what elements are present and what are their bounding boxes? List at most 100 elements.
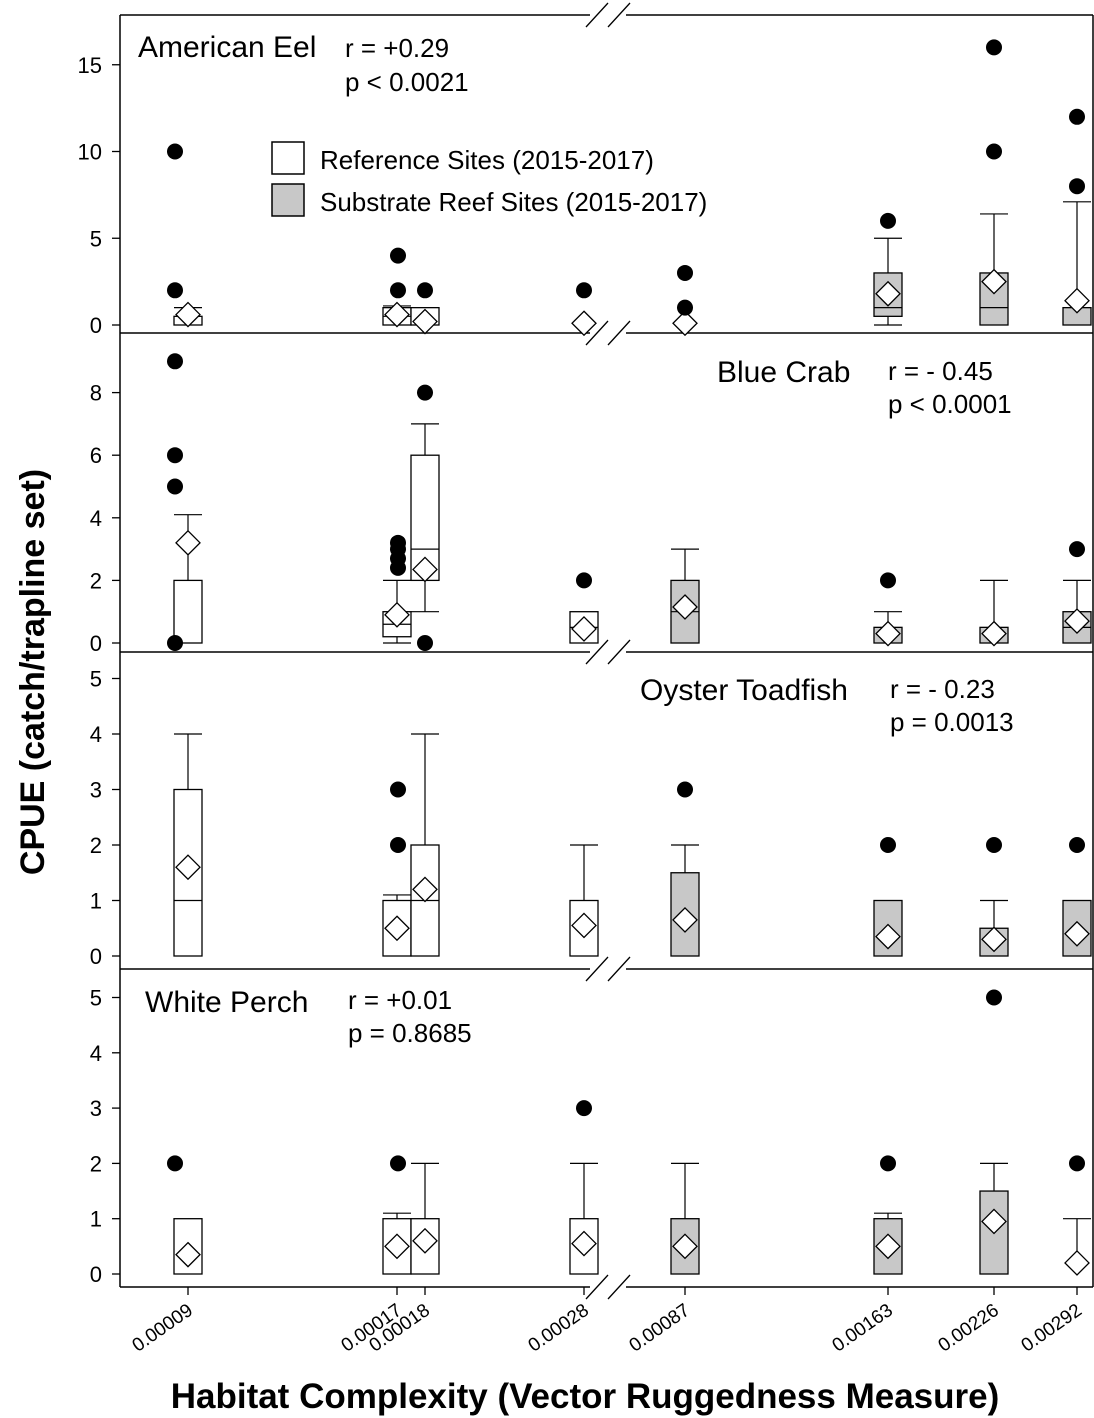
outlier-american-eel-0.00017-1 (390, 247, 406, 264)
outlier-white-perch-0.00292-0 (1069, 1155, 1085, 1172)
axis-break-american-eel-right (607, 320, 631, 346)
x-tick-label-0.00009: 0.00009 (129, 1300, 197, 1357)
y-tick-label-american-eel-10: 10 (78, 140, 102, 165)
outlier-white-perch-0.00017-0 (390, 1155, 406, 1172)
y-axis-ticks: 0 5 10 15 0 2 4 6 8 0 1 2 3 4 5 0 1 2 3 4 5 (78, 53, 120, 1287)
mean-markers (175, 268, 1090, 1276)
y-tick-label-white-perch-3: 3 (90, 1096, 102, 1121)
y-tick-label-white-perch-4: 4 (90, 1041, 102, 1066)
outlier-blue-crab-0.00009-0 (167, 635, 183, 651)
mean-blue-crab-0.00028 (571, 615, 597, 642)
mean-white-perch-0.00163 (875, 1233, 901, 1260)
x-tick-label-0.00226: 0.00226 (935, 1300, 1003, 1357)
y-tick-label-blue-crab-6: 6 (90, 443, 102, 468)
mean-oyster-toadfish-0.00009 (175, 854, 201, 881)
outlier-american-eel-0.00009-1 (167, 143, 183, 160)
outlier-blue-crab-0.00009-3 (167, 353, 183, 370)
outlier-blue-crab-0.00009-1 (167, 478, 183, 495)
legend-swatch-reef (271, 183, 305, 217)
mean-blue-crab-0.00017 (384, 601, 410, 628)
panel-title-blue-crab: Blue Crab (717, 356, 850, 389)
mean-white-perch-0.00009 (175, 1241, 201, 1268)
mean-white-perch-0.00292 (1064, 1250, 1090, 1276)
outlier-blue-crab-0.00009-2 (167, 447, 183, 464)
outlier-blue-crab-0.00018-0 (417, 635, 433, 651)
y-tick-label-oyster-toadfish-4: 4 (90, 722, 102, 747)
y-tick-label-white-perch-2: 2 (90, 1151, 102, 1176)
y-tick-label-oyster-toadfish-5: 5 (90, 667, 102, 692)
stat-r-white-perch: r = +0.01 (348, 985, 452, 1015)
legend: Reference Sites (2015-2017) Substrate Re… (271, 141, 707, 217)
legend-swatch-reference (271, 141, 305, 175)
stat-p-american-eel: p < 0.0021 (345, 67, 469, 97)
x-tick-label-0.00163: 0.00163 (829, 1300, 897, 1357)
axis-break-top-right (607, 2, 631, 28)
mean-oyster-toadfish-0.00163 (875, 923, 901, 950)
mean-oyster-toadfish-0.00028 (571, 912, 597, 939)
outlier-white-perch-0.00028-0 (576, 1100, 592, 1117)
y-tick-label-american-eel-15: 15 (78, 53, 102, 78)
outlier-american-eel-0.00018-0 (417, 282, 433, 299)
outlier-american-eel-0.00009-0 (167, 282, 183, 299)
outlier-blue-crab-0.00018-1 (417, 384, 433, 401)
y-tick-label-american-eel-5: 5 (90, 226, 102, 251)
outlier-white-perch-0.00009-0 (167, 1155, 183, 1172)
outlier-oyster-toadfish-0.00163-0 (880, 837, 896, 853)
outlier-oyster-toadfish-0.00087-0 (677, 781, 693, 798)
outlier-white-perch-0.00226-0 (986, 989, 1002, 1006)
y-tick-label-white-perch-5: 5 (90, 986, 102, 1011)
outlier-american-eel-0.00292-0 (1069, 178, 1085, 195)
axis-break-white-perch-right (607, 1274, 631, 1300)
mean-blue-crab-0.00292 (1064, 608, 1090, 635)
mean-american-eel-0.00017 (384, 301, 410, 328)
legend-label-reference: Reference Sites (2015-2017) (320, 145, 654, 175)
y-tick-label-oyster-toadfish-1: 1 (90, 889, 102, 914)
axis-break-blue-crab-left (585, 639, 609, 665)
axis-break-american-eel-left (585, 320, 609, 346)
x-tick-label-0.00087: 0.00087 (626, 1300, 694, 1357)
outlier-american-eel-0.00163-0 (880, 212, 896, 229)
mean-blue-crab-0.00018 (412, 556, 438, 583)
mean-oyster-toadfish-0.00017 (384, 915, 410, 942)
panel-title-white-perch: White Perch (145, 986, 308, 1019)
mean-oyster-toadfish-0.00018 (412, 876, 438, 903)
panel-title-oyster-toadfish: Oyster Toadfish (640, 674, 848, 707)
mean-white-perch-0.00226 (981, 1208, 1007, 1235)
legend-label-reef: Substrate Reef Sites (2015-2017) (320, 187, 707, 217)
axis-break-oyster-toadfish-left (585, 956, 609, 982)
axis-break-marks (585, 2, 631, 1300)
outlier-white-perch-0.00163-0 (880, 1155, 896, 1172)
stat-r-oyster-toadfish: r = - 0.23 (890, 674, 995, 704)
mean-white-perch-0.00087 (672, 1233, 698, 1260)
panel-annotations: American Eel r = +0.29 p < 0.0021 Blue C… (138, 31, 1014, 1048)
y-tick-label-oyster-toadfish-3: 3 (90, 778, 102, 803)
mean-american-eel-0.00292 (1064, 287, 1090, 314)
y-tick-label-american-eel-0: 0 (90, 313, 102, 338)
axis-break-blue-crab-right (607, 639, 631, 665)
x-tick-label-0.00028: 0.00028 (525, 1300, 593, 1357)
stat-r-blue-crab: r = - 0.45 (888, 356, 993, 386)
stat-p-white-perch: p = 0.8685 (348, 1018, 472, 1048)
mean-white-perch-0.00017 (384, 1233, 410, 1260)
mean-american-eel-0.00163 (875, 280, 901, 307)
mean-blue-crab-0.00009 (175, 529, 201, 556)
x-tick-label-0.00292: 0.00292 (1018, 1300, 1086, 1357)
mean-white-perch-0.00028 (571, 1230, 597, 1257)
outlier-points (167, 39, 1085, 1172)
axis-break-oyster-toadfish-right (607, 956, 631, 982)
outlier-blue-crab-0.00292-0 (1069, 541, 1085, 558)
outlier-oyster-toadfish-0.00017-1 (390, 781, 406, 798)
mean-blue-crab-0.00226 (981, 620, 1007, 647)
panel-title-american-eel: American Eel (138, 31, 316, 64)
axis-break-top-left (585, 2, 609, 28)
y-tick-label-white-perch-0: 0 (90, 1262, 102, 1287)
outlier-american-eel-0.00028-0 (576, 282, 592, 299)
outlier-american-eel-0.00087-1 (677, 264, 693, 281)
outlier-oyster-toadfish-0.00226-0 (986, 837, 1002, 853)
mean-blue-crab-0.00163 (875, 620, 901, 647)
box-blue-crab-0.00009 (173, 579, 203, 644)
mean-american-eel-0.00009 (175, 301, 201, 328)
mean-white-perch-0.00018 (412, 1227, 438, 1254)
